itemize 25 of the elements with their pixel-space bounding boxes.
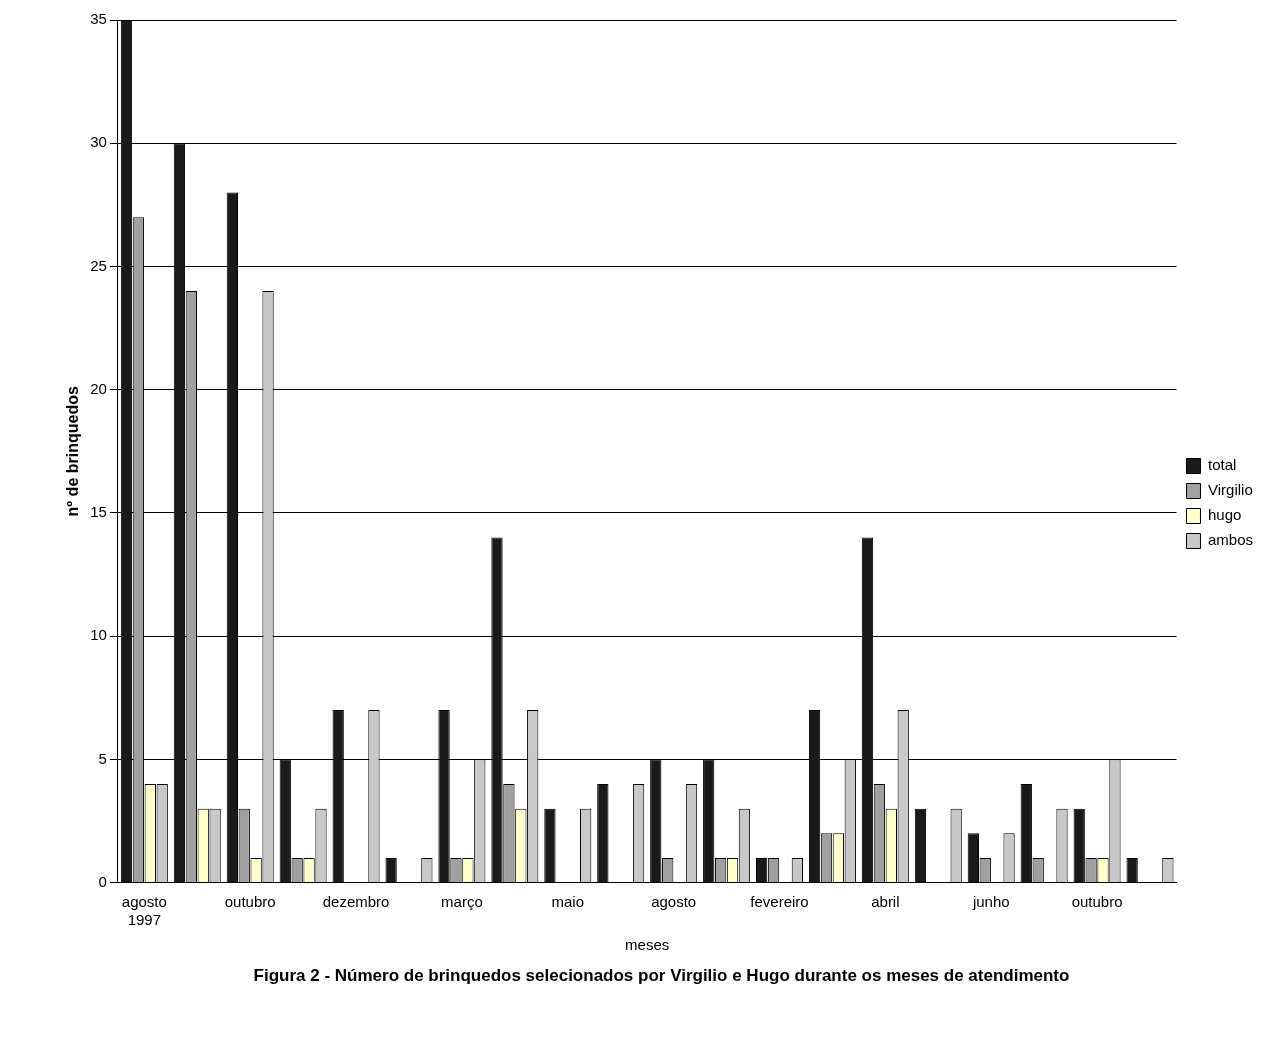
y-tick-label: 25 [90, 256, 107, 274]
x-axis-title: meses [625, 935, 670, 953]
y-tick-label: 30 [90, 133, 107, 151]
y-tick-label: 35 [90, 10, 107, 28]
x-tick-label: abril [871, 892, 900, 910]
x-tick-label: junho [971, 892, 1010, 910]
legend-label: total [1207, 456, 1237, 474]
y-tick-label: 0 [98, 872, 107, 890]
y-axis-title: nº de brinquedos [64, 386, 82, 517]
y-tick-label: 15 [90, 503, 107, 521]
legend-label: hugo [1207, 506, 1242, 524]
x-tick-label: outubro [1071, 892, 1123, 910]
x-tick-label: agosto 1997 [121, 892, 167, 928]
legend-label: Virgilio [1207, 481, 1253, 499]
x-tick-label: outubro [224, 892, 276, 910]
x-tick-label: dezembro [322, 892, 390, 910]
y-tick-label: 10 [90, 626, 107, 644]
text: Figura 2 - Número de brinquedos selecionados por Virgilio e Hugo durante os meses de atendimento [253, 966, 1070, 986]
legend-label: ambos [1207, 531, 1254, 549]
y-tick-label: 5 [98, 749, 107, 767]
x-tick-label: fevereiro [750, 892, 809, 910]
x-tick-label: maio [551, 892, 585, 910]
y-tick-label: 20 [90, 379, 107, 397]
x-tick-label: março [441, 892, 483, 910]
x-tick-label: agosto [651, 892, 697, 910]
